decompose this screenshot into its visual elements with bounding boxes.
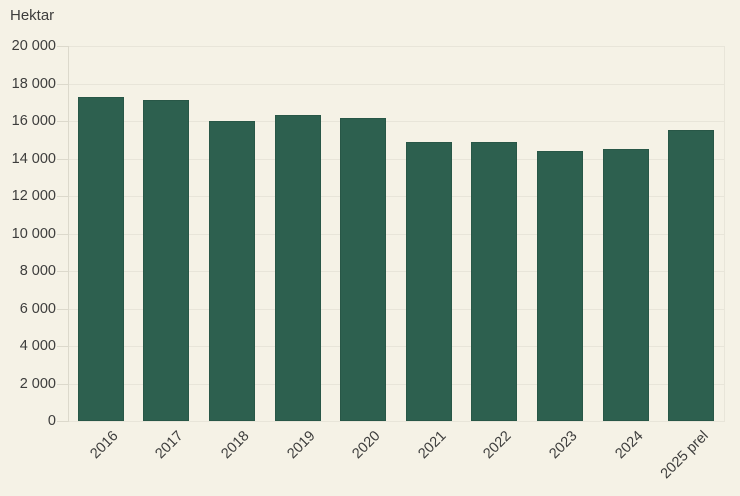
x-tick-label-text: 2020: [349, 428, 384, 463]
x-tick-label-text: 2021: [415, 428, 450, 463]
y-tick-label: 18 000: [11, 76, 56, 92]
y-axis-tick: [57, 196, 68, 197]
y-axis-unit-title: Hektar: [10, 7, 55, 24]
y-axis-tick: [57, 159, 68, 160]
y-tick-label: 12 000: [11, 188, 56, 204]
y-axis-tick: [57, 384, 68, 385]
y-axis-tick: [57, 346, 68, 347]
plot-right-border: [724, 46, 725, 422]
y-axis-tick: [57, 271, 68, 272]
bar-2020: [340, 118, 386, 421]
y-tick-label: 2 000: [19, 376, 56, 392]
y-axis-line: [68, 46, 69, 422]
y-tick-label: 0: [47, 413, 56, 429]
x-tick-label-text: 2018: [218, 428, 253, 463]
y-gridline: [68, 234, 724, 235]
bar-2022: [471, 141, 517, 421]
y-gridline: [68, 196, 724, 197]
y-tick-label: 14 000: [11, 151, 56, 167]
bar-2023: [537, 151, 583, 421]
x-tick-label-text: 2022: [480, 428, 515, 463]
bar-2017: [143, 100, 189, 421]
bar-2024: [603, 149, 649, 421]
y-gridline: [68, 159, 724, 160]
x-tick-label-text: 2016: [87, 428, 122, 463]
y-tick-label: 4 000: [19, 338, 56, 354]
y-axis-tick: [57, 234, 68, 235]
y-axis-tick: [57, 421, 68, 422]
y-axis-tick: [57, 121, 68, 122]
x-tick-label-text: 2019: [284, 428, 319, 463]
y-axis-tick: [57, 309, 68, 310]
y-gridline: [68, 271, 724, 272]
x-tick-label-text: 2023: [546, 428, 581, 463]
y-tick-label: 10 000: [11, 226, 56, 242]
x-tick-label-text: 2024: [612, 428, 647, 463]
bar-2018: [209, 121, 255, 421]
y-gridline: [68, 46, 724, 47]
y-tick-label: 6 000: [19, 301, 56, 317]
bar-2019: [275, 115, 321, 421]
y-gridline: [68, 309, 724, 310]
bar-2025-prel: [668, 130, 714, 421]
y-gridline: [68, 346, 724, 347]
bar-2016: [78, 96, 124, 421]
y-tick-label: 8 000: [19, 263, 56, 279]
bar-2021: [406, 141, 452, 421]
y-gridline: [68, 84, 724, 85]
y-gridline: [68, 421, 724, 422]
y-axis-tick: [57, 46, 68, 47]
x-tick-label-text: 2017: [152, 428, 187, 463]
y-tick-label: 16 000: [11, 113, 56, 129]
x-tick-label-text: 2025 prel: [657, 428, 712, 483]
y-gridline: [68, 121, 724, 122]
y-axis-tick: [57, 84, 68, 85]
y-gridline: [68, 384, 724, 385]
y-tick-label: 20 000: [11, 38, 56, 54]
